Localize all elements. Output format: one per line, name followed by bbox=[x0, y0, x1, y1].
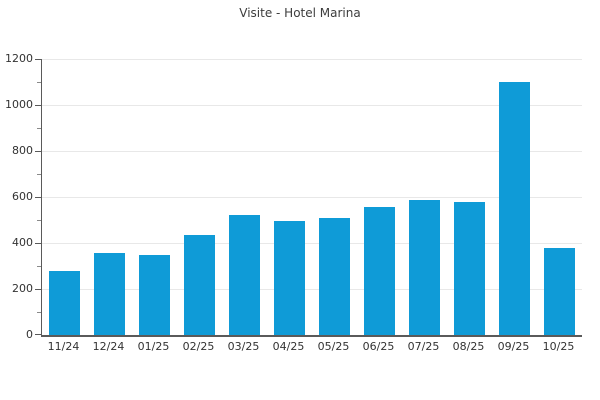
x-axis-label-09/25: 09/25 bbox=[497, 340, 530, 353]
bar-08/25 bbox=[454, 201, 485, 335]
y-axis-label-400: 400 bbox=[12, 236, 33, 249]
gridline-1200 bbox=[42, 58, 582, 60]
x-axis-labels: 11/24 12/24 01/25 02/25 03/25 04/25 05/25 06/25… bbox=[41, 340, 581, 354]
bar-01/25 bbox=[139, 254, 170, 335]
bar-06/25 bbox=[364, 207, 395, 335]
bar-slot-07/25 bbox=[402, 59, 447, 335]
x-axis-label-02/25: 02/25 bbox=[182, 340, 215, 353]
bar-03/25 bbox=[229, 215, 260, 335]
bar-slot-10/25 bbox=[537, 59, 582, 335]
plot-area bbox=[35, 58, 582, 337]
bar-04/25 bbox=[274, 221, 305, 335]
x-axis-label-11/24: 11/24 bbox=[47, 340, 80, 353]
gridline-200 bbox=[42, 288, 582, 290]
bar-slot-02/25 bbox=[177, 59, 222, 335]
bar-05/25 bbox=[319, 217, 350, 335]
bar-slot-08/25 bbox=[447, 59, 492, 335]
y-axis-label-1000: 1000 bbox=[5, 98, 33, 111]
x-axis-label-10/25: 10/25 bbox=[542, 340, 575, 353]
y-tick-400 bbox=[35, 243, 41, 244]
y-tick-800 bbox=[35, 151, 41, 152]
y-axis-label-200: 200 bbox=[12, 282, 33, 295]
y-axis-label-1200: 1200 bbox=[5, 52, 33, 65]
x-axis-label-01/25: 01/25 bbox=[137, 340, 170, 353]
bar-07/25 bbox=[409, 200, 440, 335]
bar-slot-12/24 bbox=[87, 59, 132, 335]
chart-title: Visite - Hotel Marina bbox=[239, 6, 361, 20]
y-minor-tick-500 bbox=[37, 219, 41, 221]
y-tick-1000 bbox=[35, 105, 41, 106]
gridline-600 bbox=[42, 196, 582, 198]
y-axis-label-0: 0 bbox=[26, 328, 33, 341]
bar-slot-09/25 bbox=[492, 59, 537, 335]
x-axis-label-06/25: 06/25 bbox=[362, 340, 395, 353]
bar-02/25 bbox=[184, 234, 215, 335]
x-axis-label-12/24: 12/24 bbox=[92, 340, 125, 353]
gridline-400 bbox=[42, 242, 582, 244]
gridline-1000 bbox=[42, 104, 582, 106]
bar-slot-06/25 bbox=[357, 59, 402, 335]
y-minor-tick-100 bbox=[37, 311, 41, 313]
gridline-800 bbox=[42, 150, 582, 152]
y-axis-label-600: 600 bbox=[12, 190, 33, 203]
y-minor-tick-700 bbox=[37, 173, 41, 175]
bar-09/25 bbox=[499, 82, 530, 335]
bar-slot-11/24 bbox=[42, 59, 87, 335]
y-tick-200 bbox=[35, 289, 41, 290]
y-tick-1200 bbox=[35, 59, 41, 60]
y-tick-0 bbox=[35, 334, 41, 335]
x-axis-label-05/25: 05/25 bbox=[317, 340, 350, 353]
bar-10/25 bbox=[544, 247, 575, 335]
bar-12/24 bbox=[94, 253, 125, 335]
y-minor-tick-1100 bbox=[37, 81, 41, 83]
x-axis-label-08/25: 08/25 bbox=[452, 340, 485, 353]
y-axis-label-800: 800 bbox=[12, 144, 33, 157]
x-axis-label-03/25: 03/25 bbox=[227, 340, 260, 353]
x-axis-label-04/25: 04/25 bbox=[272, 340, 305, 353]
y-minor-tick-900 bbox=[37, 127, 41, 129]
bar-slot-04/25 bbox=[267, 59, 312, 335]
bars-container bbox=[42, 59, 582, 335]
bar-slot-03/25 bbox=[222, 59, 267, 335]
bar-11/24 bbox=[49, 270, 80, 335]
x-axis-label-07/25: 07/25 bbox=[407, 340, 440, 353]
y-tick-600 bbox=[35, 197, 41, 198]
bar-slot-01/25 bbox=[132, 59, 177, 335]
y-minor-tick-300 bbox=[37, 265, 41, 267]
bar-slot-05/25 bbox=[312, 59, 357, 335]
